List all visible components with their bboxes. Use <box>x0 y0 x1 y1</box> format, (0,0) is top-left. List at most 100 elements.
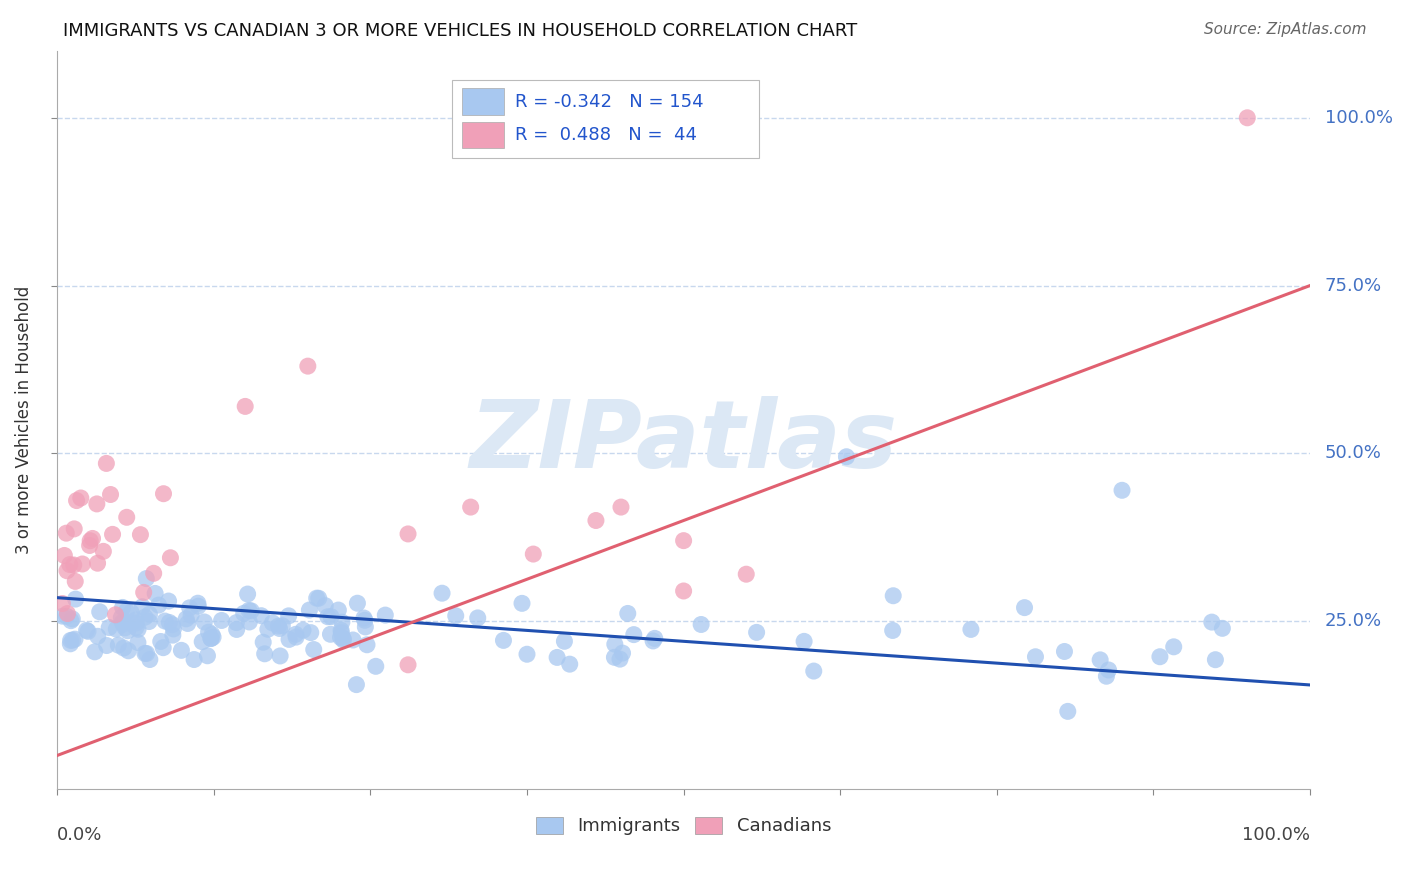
Point <box>59 558 82 572</box>
Point <box>100 487 122 501</box>
Point <box>104 607 127 622</box>
Point <box>115 510 138 524</box>
Point <box>59 633 82 648</box>
Point <box>129 527 152 541</box>
Point <box>96 457 118 471</box>
Point <box>162 622 184 636</box>
Point <box>138 607 160 622</box>
Point <box>305 591 328 606</box>
Point <box>546 650 568 665</box>
Point <box>233 400 256 414</box>
Point <box>354 613 377 627</box>
Point <box>1236 111 1258 125</box>
Point <box>82 532 104 546</box>
Point <box>316 609 339 624</box>
Point <box>610 500 633 514</box>
Point <box>142 566 165 581</box>
Point <box>55 526 77 541</box>
Point <box>882 589 904 603</box>
Point <box>467 611 489 625</box>
Point <box>1014 600 1036 615</box>
Point <box>157 594 180 608</box>
Point <box>201 627 224 641</box>
Point <box>125 615 148 630</box>
Point <box>191 634 214 648</box>
Point <box>609 652 631 666</box>
Point <box>346 596 368 610</box>
Point <box>153 614 176 628</box>
Point <box>162 617 184 632</box>
Point <box>77 624 100 639</box>
Point <box>139 652 162 666</box>
Point <box>93 544 115 558</box>
Point <box>236 587 259 601</box>
Point <box>644 632 666 646</box>
Point <box>232 607 254 621</box>
Text: 50.0%: 50.0% <box>1324 444 1382 462</box>
Point <box>284 627 307 641</box>
Y-axis label: 3 or more Vehicles in Household: 3 or more Vehicles in Household <box>15 285 32 554</box>
Point <box>835 450 858 464</box>
Point <box>125 621 148 635</box>
Point <box>612 646 634 660</box>
Point <box>1024 649 1046 664</box>
Text: 100.0%: 100.0% <box>1241 826 1310 844</box>
Point <box>197 625 219 640</box>
Point <box>110 610 132 624</box>
Point <box>314 599 336 613</box>
Point <box>59 637 82 651</box>
Point <box>319 627 342 641</box>
Point <box>83 645 105 659</box>
Point <box>134 647 156 661</box>
Point <box>107 638 129 652</box>
Point <box>1095 669 1118 683</box>
Point <box>131 599 153 614</box>
Point <box>86 556 108 570</box>
Point <box>1053 644 1076 658</box>
Point <box>558 657 581 672</box>
Text: ZIPatlas: ZIPatlas <box>470 396 897 488</box>
Point <box>1204 653 1226 667</box>
Point <box>238 615 260 629</box>
Point <box>672 533 695 548</box>
Point <box>319 609 342 624</box>
Point <box>225 615 247 630</box>
Point <box>356 638 378 652</box>
Point <box>117 644 139 658</box>
Point <box>115 604 138 618</box>
Point <box>170 643 193 657</box>
Point <box>354 620 377 634</box>
Point <box>56 607 79 621</box>
Point <box>125 613 148 627</box>
Point <box>98 620 121 634</box>
Point <box>72 557 94 571</box>
Point <box>250 608 273 623</box>
FancyBboxPatch shape <box>463 121 505 148</box>
Point <box>135 647 157 661</box>
Text: 25.0%: 25.0% <box>1324 612 1382 630</box>
Point <box>52 609 75 624</box>
Point <box>200 632 222 646</box>
Point <box>277 608 299 623</box>
Point <box>238 603 260 617</box>
Point <box>267 619 290 633</box>
Point <box>342 632 364 647</box>
Point <box>187 596 209 610</box>
Point <box>603 637 626 651</box>
Point <box>346 678 368 692</box>
Point <box>374 608 396 623</box>
Point <box>396 527 419 541</box>
Point <box>623 627 645 641</box>
Point <box>364 659 387 673</box>
Point <box>253 647 276 661</box>
Text: 75.0%: 75.0% <box>1324 277 1382 294</box>
Point <box>256 622 278 636</box>
Point <box>269 648 291 663</box>
Point <box>143 586 166 600</box>
Point <box>1163 640 1185 654</box>
Point <box>510 596 533 610</box>
Point <box>292 624 315 638</box>
Point <box>62 558 84 572</box>
Point <box>197 648 219 663</box>
Text: 100.0%: 100.0% <box>1324 109 1393 127</box>
